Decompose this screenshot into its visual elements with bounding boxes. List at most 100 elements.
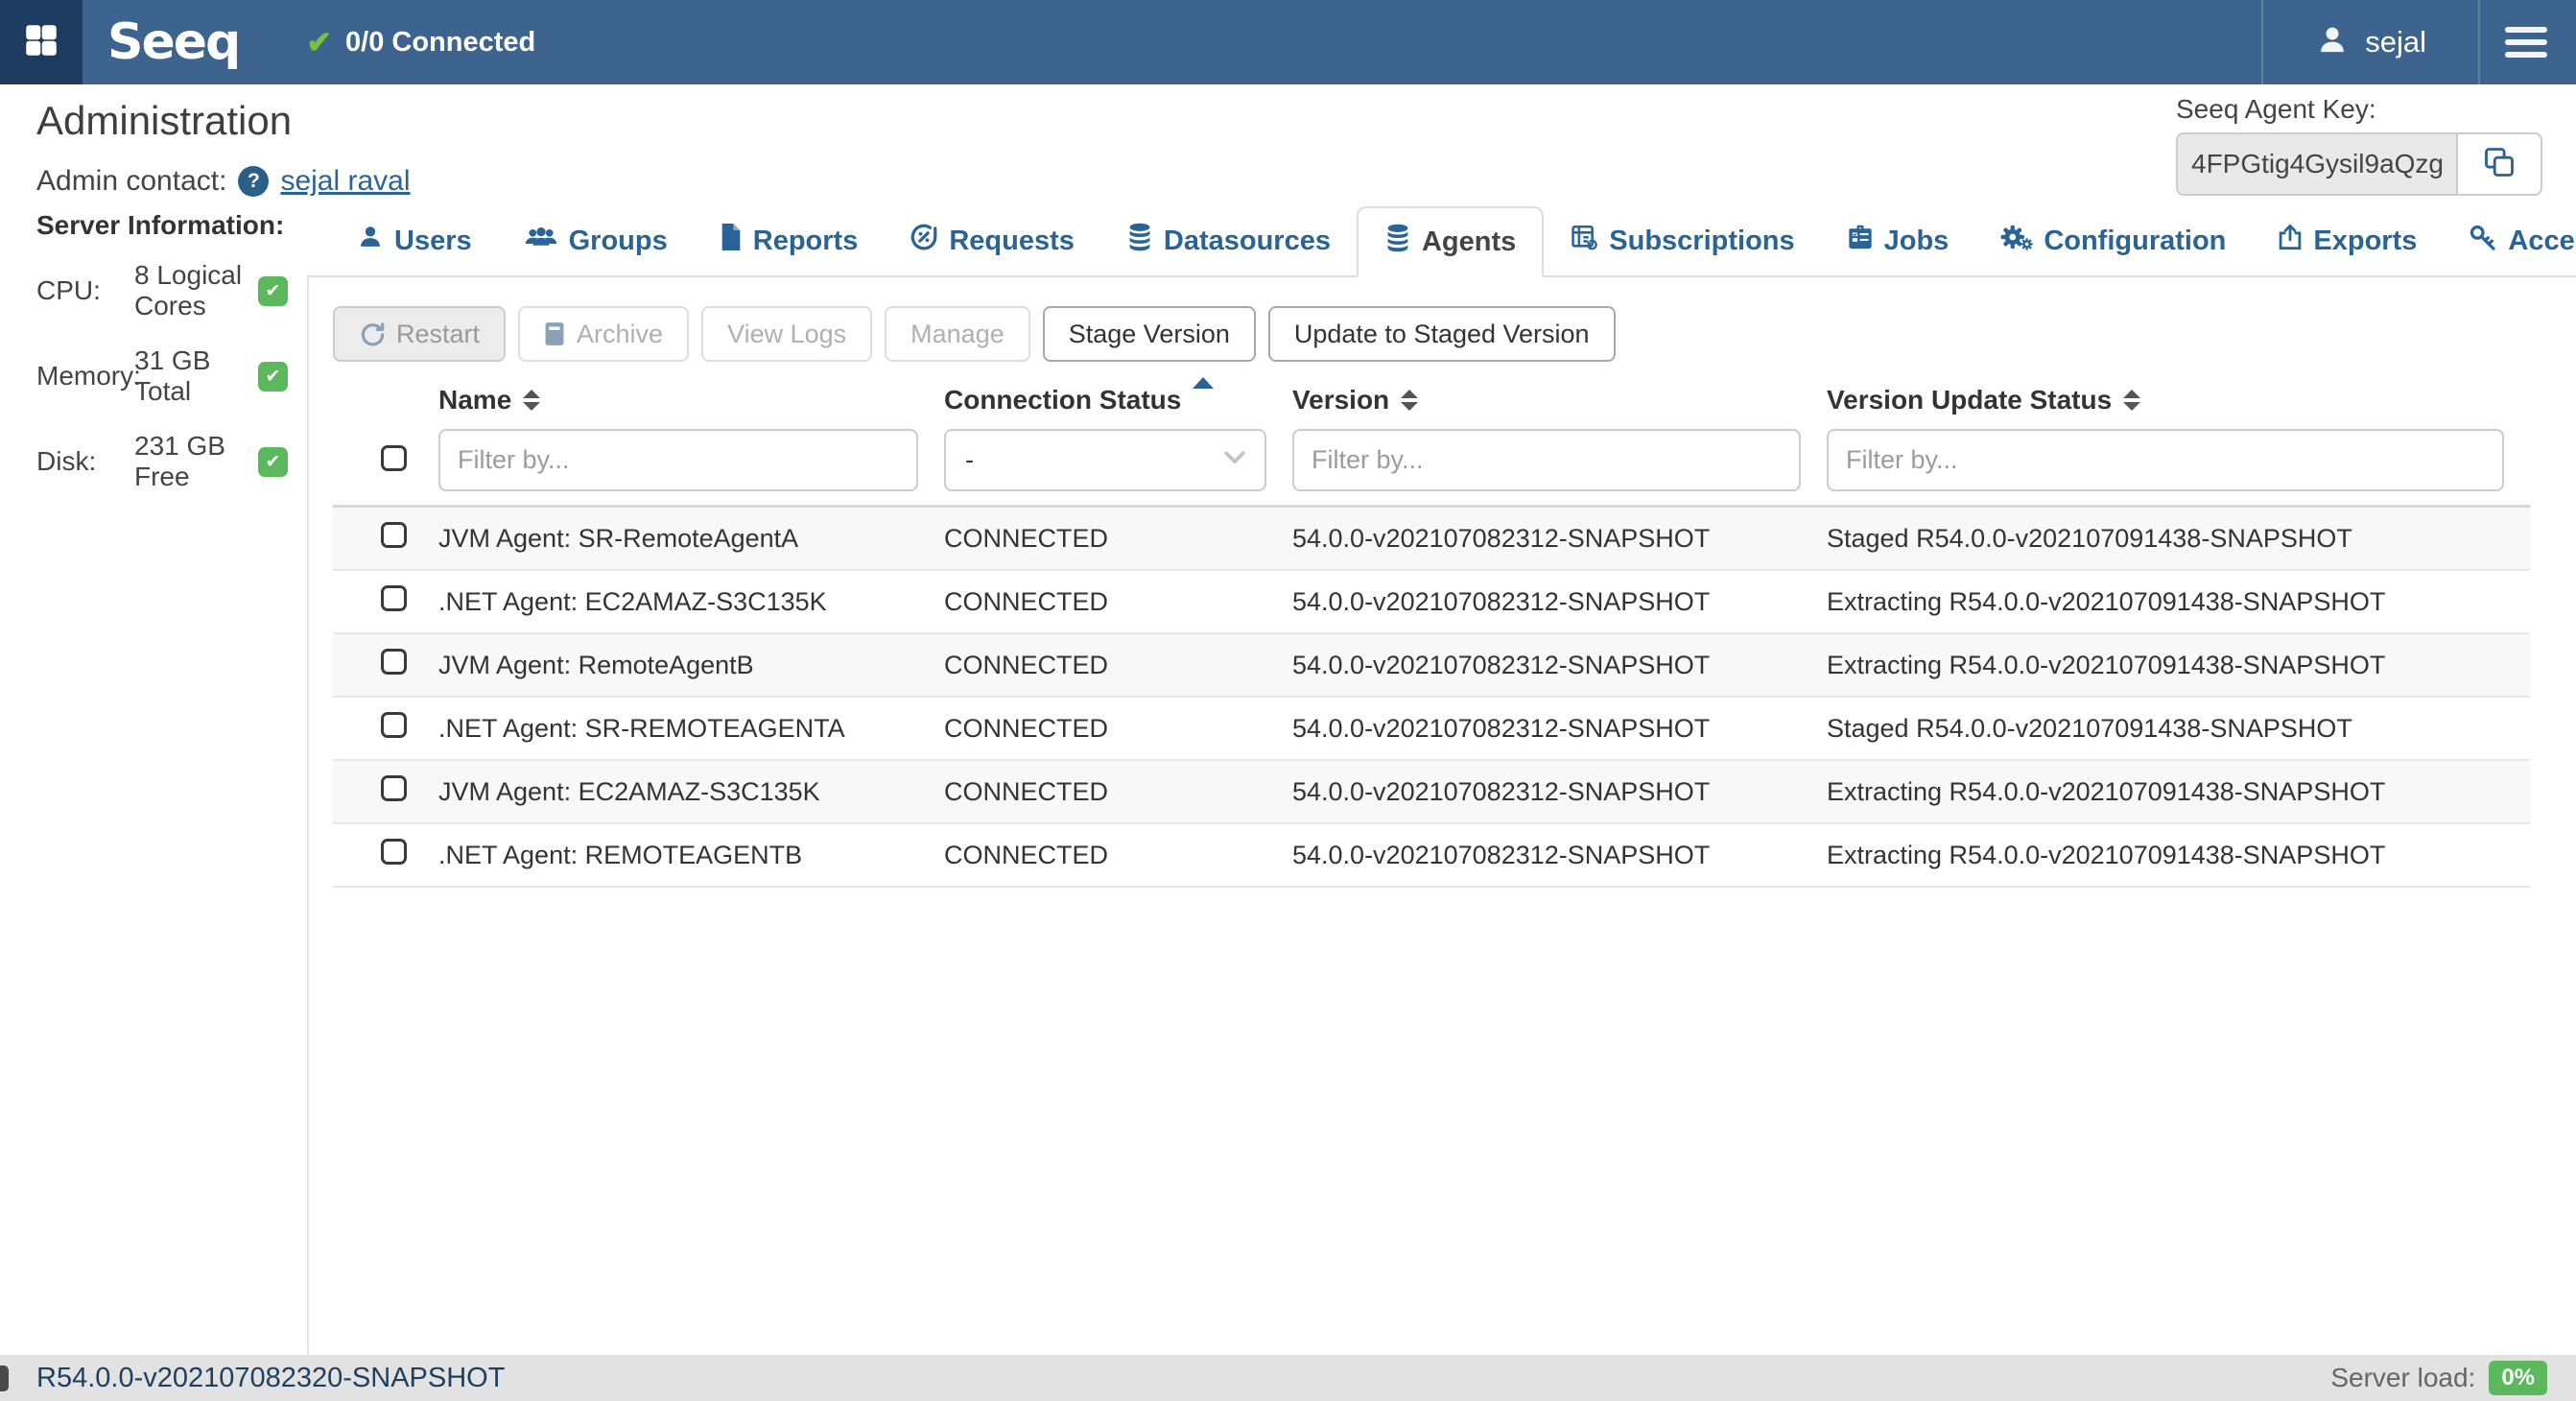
username: sejal <box>2365 25 2426 59</box>
agent-version: 54.0.0-v202107082312-SNAPSHOT <box>1292 840 1711 869</box>
server-info-memory: Memory: 31 GB Total ✔ <box>36 345 288 407</box>
disk-ok-check-icon: ✔ <box>258 446 288 477</box>
agent-connection-status: CONNECTED <box>944 523 1109 553</box>
server-load-label: Server load: <box>2330 1363 2476 1392</box>
seeq-logo[interactable]: Seeq <box>107 13 241 71</box>
agent-connection-status: CONNECTED <box>944 650 1109 679</box>
row-checkbox[interactable] <box>381 522 407 548</box>
agent-version: 54.0.0-v202107082312-SNAPSHOT <box>1292 523 1711 553</box>
copy-agent-key-button[interactable] <box>2456 132 2542 196</box>
table-row[interactable]: .NET Agent: SR-REMOTEAGENTA CONNECTED 54… <box>333 698 2530 761</box>
server-load-badge: 0% <box>2489 1361 2547 1395</box>
apps-grid-button[interactable] <box>0 0 83 84</box>
connection-status-text: 0/0 Connected <box>345 26 536 58</box>
agent-version: 54.0.0-v202107082312-SNAPSHOT <box>1292 776 1711 806</box>
admin-contact-link[interactable]: sejal raval <box>280 165 411 197</box>
agent-name: .NET Agent: SR-REMOTEAGENTA <box>438 713 845 743</box>
server-version-text: R54.0.0-v202107082320-SNAPSHOT <box>36 1362 506 1393</box>
archive-button[interactable]: Archive <box>518 306 690 362</box>
server-info-heading: Server Information: <box>36 210 285 240</box>
user-icon <box>2315 23 2350 62</box>
hamburger-menu-button[interactable] <box>2480 0 2576 84</box>
server-info-cpu: CPU: 8 Logical Cores ✔ <box>36 260 288 321</box>
table-row[interactable]: .NET Agent: REMOTEAGENTB CONNECTED 54.0.… <box>333 824 2530 888</box>
sort-icon <box>2123 390 2141 411</box>
agent-name: JVM Agent: EC2AMAZ-S3C135K <box>438 776 820 806</box>
top-navbar: Seeq ✔ 0/0 Connected sejal <box>0 0 2576 84</box>
stage-version-button[interactable]: Stage Version <box>1042 306 1256 362</box>
update-to-staged-version-button[interactable]: Update to Staged Version <box>1267 306 1616 362</box>
memory-value: 31 GB Total <box>134 345 211 406</box>
page-header: Administration Admin contact: ? sejal ra… <box>0 84 2576 206</box>
column-header-version-update-status[interactable]: Version Update Status <box>1827 385 2530 416</box>
sort-icon <box>1401 390 1419 411</box>
admin-contact-label: Admin contact: <box>36 165 227 197</box>
cpu-value: 8 Logical Cores <box>134 260 243 321</box>
disk-label: Disk: <box>36 446 97 476</box>
tab-jobs[interactable]: Jobs <box>1821 206 1975 275</box>
tab-configuration[interactable]: Configuration <box>1974 206 2252 275</box>
connected-check-icon: ✔ <box>306 25 333 59</box>
connection-status-indicator[interactable]: ✔ 0/0 Connected <box>306 24 535 60</box>
tab-requests[interactable]: Requests <box>884 206 1100 275</box>
row-checkbox[interactable] <box>381 585 407 611</box>
agent-version: 54.0.0-v202107082312-SNAPSHOT <box>1292 713 1711 743</box>
agents-tab-panel: Restart Archive View Logs Manage Stage V… <box>307 277 2576 1355</box>
chevron-down-icon <box>1220 442 1249 478</box>
grid-icon <box>21 20 61 65</box>
tab-access-keys[interactable]: Access Keys <box>2443 206 2576 275</box>
agent-connection-status: CONNECTED <box>944 840 1109 869</box>
table-row[interactable]: .NET Agent: EC2AMAZ-S3C135K CONNECTED 54… <box>333 571 2530 634</box>
agent-name: .NET Agent: EC2AMAZ-S3C135K <box>438 586 827 616</box>
subscriptions-icon <box>1570 224 1598 258</box>
tab-users[interactable]: Users <box>331 206 498 275</box>
navbar-divider <box>2478 0 2480 84</box>
row-checkbox[interactable] <box>381 712 407 738</box>
status-bar: R54.0.0-v202107082320-SNAPSHOT Server lo… <box>0 1355 2576 1401</box>
tab-groups[interactable]: Groups <box>498 206 694 275</box>
users-icon <box>357 224 384 258</box>
cpu-label: CPU: <box>36 275 101 305</box>
view-logs-button[interactable]: View Logs <box>701 306 873 362</box>
agent-name: .NET Agent: REMOTEAGENTB <box>438 840 803 869</box>
column-header-name[interactable]: Name <box>438 385 944 416</box>
tab-subscriptions[interactable]: Subscriptions <box>1544 206 1820 275</box>
filter-row: - <box>333 429 2530 491</box>
server-info-panel: Server Information: CPU: 8 Logical Cores… <box>0 206 307 1355</box>
tab-reports[interactable]: Reports <box>694 206 885 275</box>
version-filter-input[interactable] <box>1292 429 1801 491</box>
table-row[interactable]: JVM Agent: RemoteAgentB CONNECTED 54.0.0… <box>333 634 2530 698</box>
reports-icon <box>720 224 743 258</box>
server-info-disk: Disk: 231 GB Free ✔ <box>36 431 288 492</box>
select-all-checkbox[interactable] <box>381 444 407 471</box>
tab-datasources[interactable]: Datasources <box>1100 206 1357 275</box>
manage-button[interactable]: Manage <box>885 306 1030 362</box>
agent-update-status: Extracting R54.0.0-v202107091438-SNAPSHO… <box>1827 586 2386 616</box>
help-question-icon: ? <box>238 166 270 197</box>
agent-update-status: Extracting R54.0.0-v202107091438-SNAPSHO… <box>1827 840 2386 869</box>
agent-key-input[interactable] <box>2176 132 2456 196</box>
restart-button[interactable]: Restart <box>333 306 507 362</box>
table-row[interactable]: JVM Agent: EC2AMAZ-S3C135K CONNECTED 54.… <box>333 761 2530 824</box>
agent-name: JVM Agent: RemoteAgentB <box>438 650 754 679</box>
admin-tabs: Users Groups Reports Requests Datasource… <box>307 206 2576 277</box>
row-checkbox[interactable] <box>381 775 407 801</box>
row-checkbox[interactable] <box>381 839 407 865</box>
tab-agents[interactable]: Agents <box>1356 206 1545 277</box>
column-header-connection-status[interactable]: Connection Status <box>944 377 1292 416</box>
connection-status-filter-select[interactable]: - <box>944 429 1266 491</box>
sort-asc-icon <box>1193 377 1215 389</box>
datasources-icon <box>1126 223 1153 259</box>
tab-exports[interactable]: Exports <box>2252 206 2443 275</box>
agent-version: 54.0.0-v202107082312-SNAPSHOT <box>1292 586 1711 616</box>
disk-value: 231 GB Free <box>134 431 225 491</box>
name-filter-input[interactable] <box>438 429 918 491</box>
exports-icon <box>2278 224 2303 258</box>
user-menu[interactable]: sejal <box>2263 0 2478 84</box>
column-header-version[interactable]: Version <box>1292 385 1827 416</box>
page-title: Administration <box>36 98 293 143</box>
requests-icon <box>910 223 938 259</box>
version-update-status-filter-input[interactable] <box>1827 429 2504 491</box>
table-row[interactable]: JVM Agent: SR-RemoteAgentA CONNECTED 54.… <box>333 508 2530 571</box>
row-checkbox[interactable] <box>381 649 407 675</box>
